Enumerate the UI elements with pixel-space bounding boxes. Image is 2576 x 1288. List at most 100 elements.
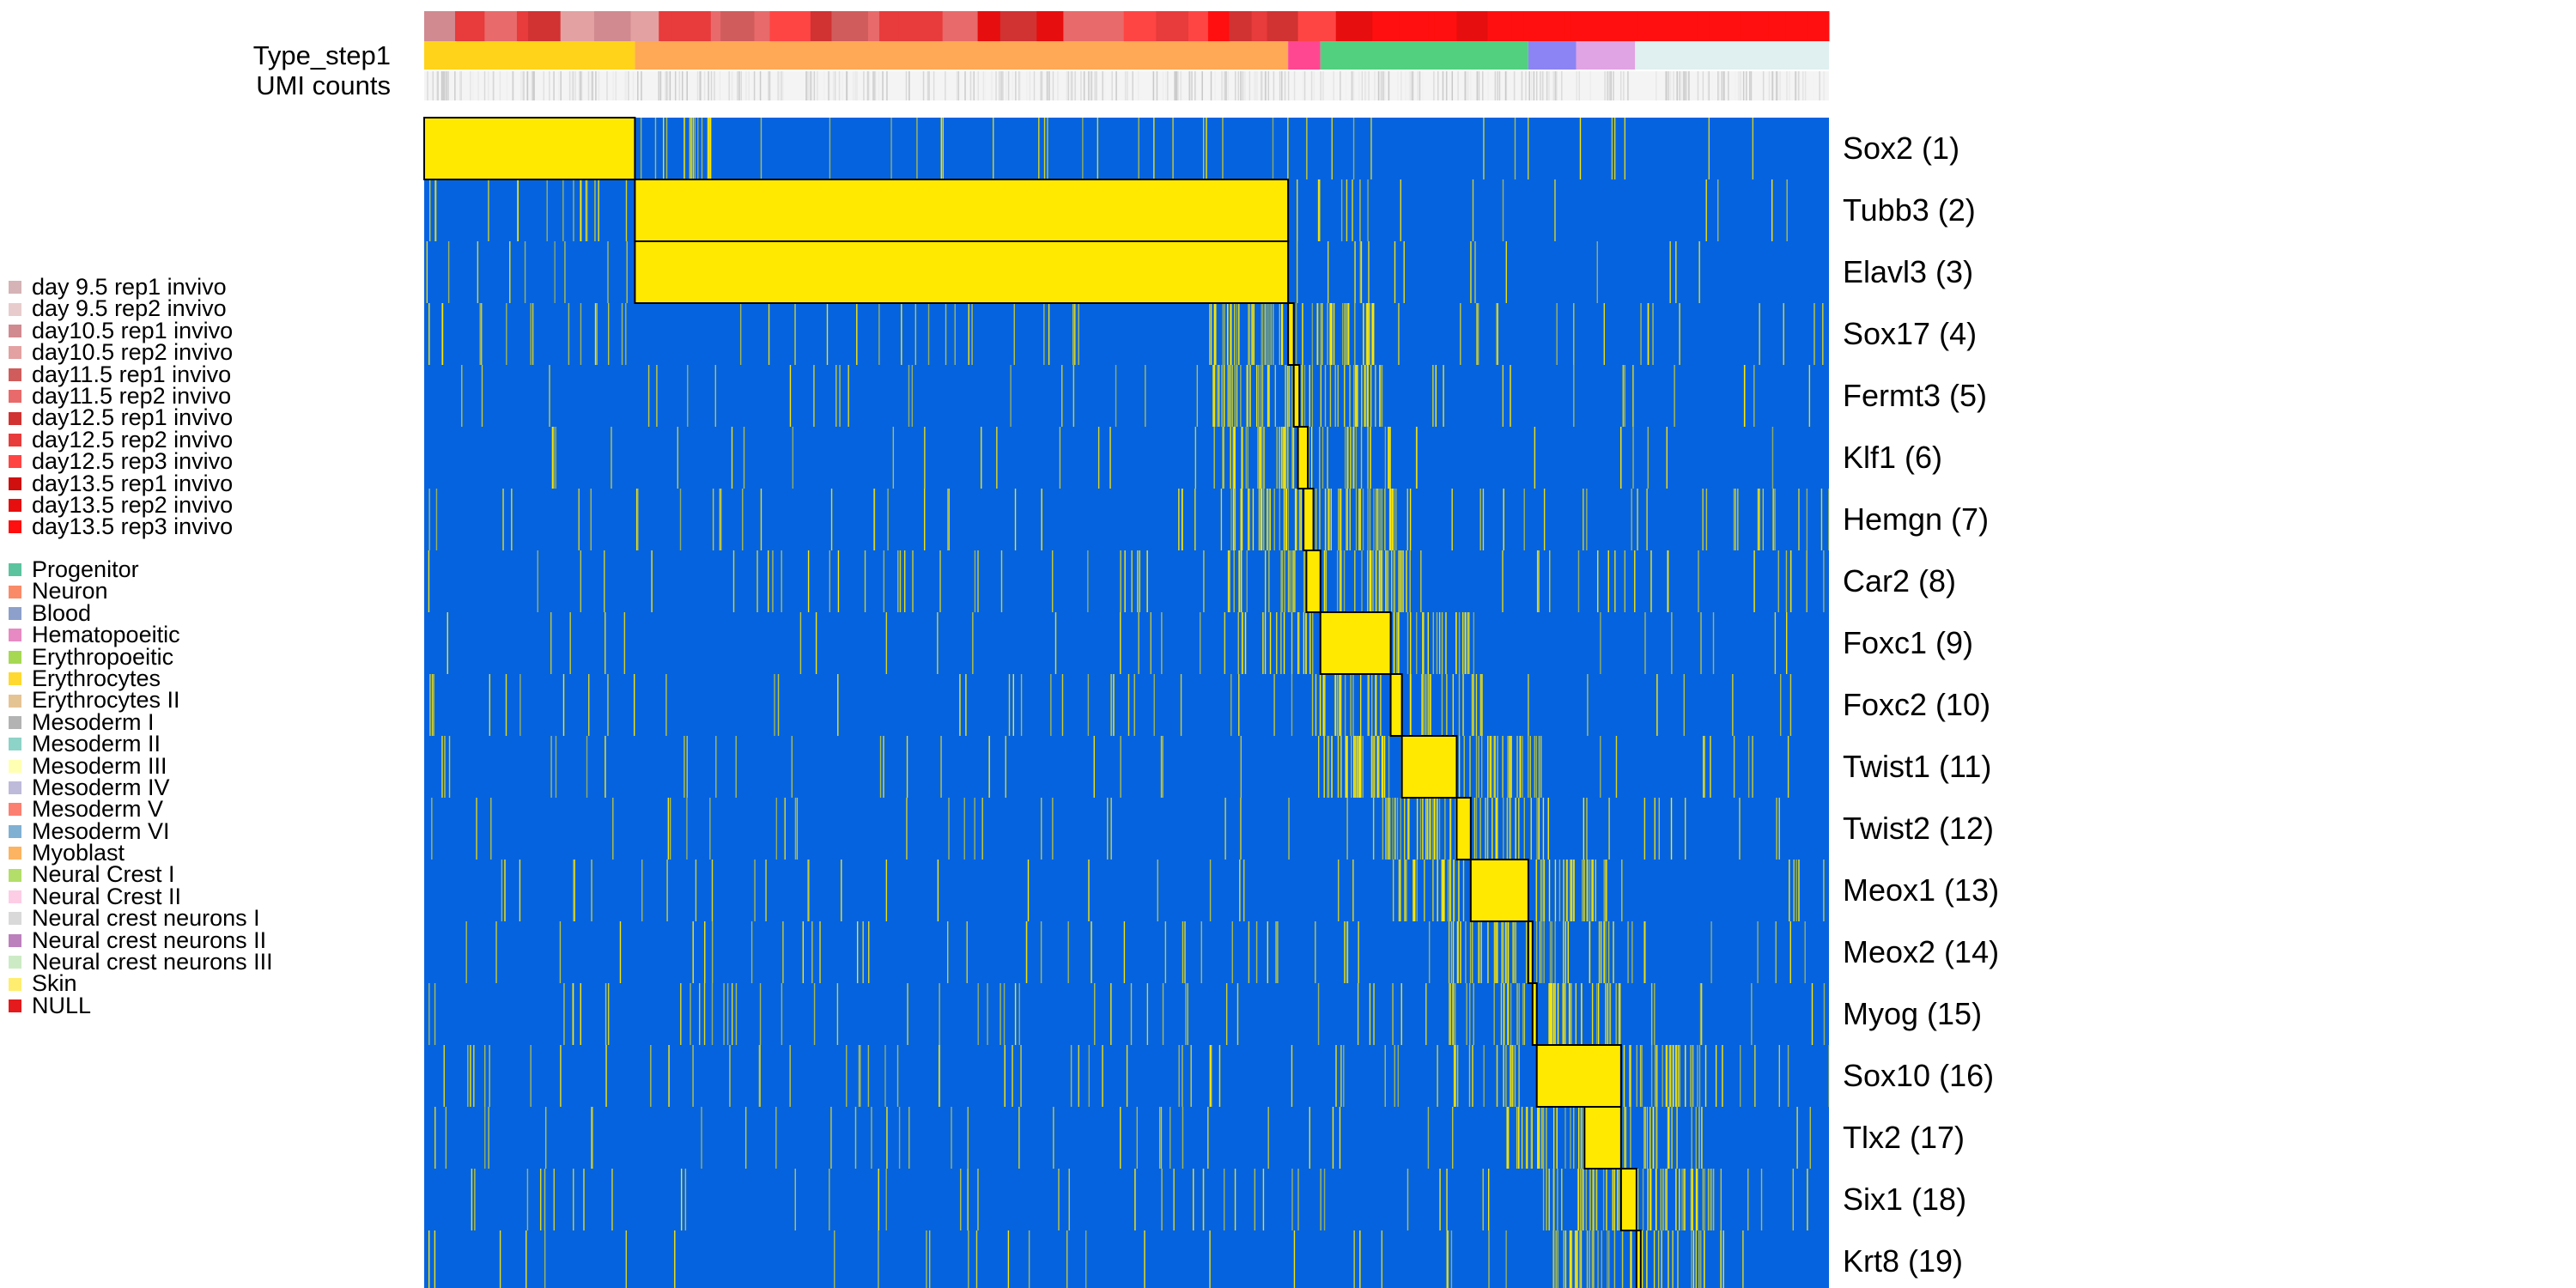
expression-stripe (1644, 921, 1646, 983)
umi-stripe (1320, 71, 1321, 100)
expression-stripe (808, 860, 810, 921)
umi-stripe (1224, 71, 1225, 100)
expression-stripe (878, 303, 880, 365)
expression-stripe (1340, 736, 1342, 798)
expression-stripe (1449, 798, 1452, 860)
expression-stripe (619, 921, 622, 983)
expression-stripe (1196, 365, 1199, 427)
expression-stripe (802, 921, 805, 983)
expression-stripe (1371, 674, 1373, 736)
expression-stripe (739, 303, 742, 365)
expression-stripe (519, 860, 521, 921)
umi-stripe (615, 71, 617, 100)
umi-counts-track-label: UMI counts (256, 70, 391, 100)
expression-stripe (1354, 550, 1356, 612)
expression-stripe (712, 489, 714, 550)
expression-stripe (1586, 798, 1588, 860)
expression-stripe (784, 798, 786, 860)
expression-stripe (1084, 1230, 1087, 1288)
legend-label: day12.5 rep1 invivo (32, 404, 234, 431)
gene-label: Foxc1 (9) (1843, 625, 1974, 660)
expression-stripe (434, 179, 437, 241)
expression-stripe (1306, 118, 1308, 179)
expression-stripe (789, 365, 792, 427)
expression-stripe (813, 983, 816, 1045)
expression-stripe (1252, 489, 1255, 550)
expression-stripe (954, 303, 956, 365)
expression-stripe (1577, 1107, 1580, 1169)
expression-stripe (1654, 798, 1656, 860)
expression-stripe (1072, 365, 1075, 427)
legend-swatch (9, 499, 21, 513)
umi-stripe (568, 71, 571, 100)
expression-stripe (1252, 303, 1254, 365)
expression-stripe (813, 365, 815, 427)
umi-stripe (1540, 71, 1541, 100)
expression-stripe (1410, 674, 1413, 736)
expression-stripe (1482, 1169, 1484, 1230)
legend-swatch (9, 715, 21, 729)
expression-stripe (1380, 550, 1382, 612)
expression-stripe (1178, 489, 1180, 550)
expression-stripe (1540, 921, 1543, 983)
expression-stripe (1787, 1045, 1789, 1107)
expression-stripe (1303, 550, 1306, 612)
expression-stripe (1113, 674, 1115, 736)
legend-swatch (9, 694, 21, 708)
expression-stripe (878, 1169, 879, 1230)
type-block (1528, 41, 1577, 70)
umi-stripe (436, 71, 439, 100)
expression-stripe (1264, 550, 1267, 612)
expression-stripe (1496, 303, 1498, 365)
umi-stripe (1400, 71, 1402, 100)
expression-stripe (1720, 1230, 1722, 1288)
umi-stripe (665, 71, 668, 100)
expression-stripe (580, 550, 582, 612)
expression-stripe (1624, 365, 1625, 427)
expression-stripe (1517, 1107, 1520, 1169)
expression-stripe (1596, 241, 1598, 303)
expression-stripe (1374, 736, 1376, 798)
umi-stripe (1665, 71, 1668, 100)
umi-stripe (703, 71, 706, 100)
expression-stripe (1611, 118, 1613, 179)
umi-stripe (1666, 71, 1668, 100)
umi-stripe (1071, 71, 1073, 100)
expression-stripe (846, 1045, 848, 1107)
expression-stripe (1324, 674, 1326, 736)
expression-stripe (1543, 489, 1546, 550)
expression-stripe (898, 1107, 901, 1169)
expression-stripe (1287, 550, 1290, 612)
umi-stripe (1683, 71, 1685, 100)
expression-stripe (1445, 612, 1447, 674)
legend-label: Mesoderm III (32, 752, 167, 779)
legend-item: Erythropoeitic (9, 645, 273, 668)
legend-swatch (9, 999, 21, 1012)
sample-legend: day 9.5 rep1 invivo day 9.5 rep2 invivo da… (9, 275, 234, 538)
expression-stripe (1232, 489, 1235, 550)
expression-stripe (1462, 860, 1465, 921)
expression-stripe (1438, 798, 1441, 860)
heatmap-row (428, 983, 1826, 1045)
expression-stripe (864, 550, 866, 612)
umi-stripe (883, 71, 885, 100)
umi-stripe (1302, 71, 1304, 100)
expression-stripe (1293, 1230, 1296, 1288)
umi-stripe (863, 71, 865, 100)
expression-stripe (760, 489, 762, 550)
expression-stripe (1507, 983, 1509, 1045)
expression-stripe (796, 798, 799, 860)
expression-stripe (1580, 1169, 1582, 1230)
expression-stripe (1285, 427, 1287, 489)
expression-stripe (1388, 798, 1390, 860)
expression-stripe (1218, 365, 1220, 427)
expression-stripe (1161, 612, 1163, 674)
expression-stripe (428, 179, 431, 241)
umi-stripe (1437, 71, 1439, 100)
expression-stripe (1334, 365, 1336, 427)
umi-stripe (1627, 71, 1629, 100)
expression-stripe (1359, 489, 1362, 550)
expression-stripe (1273, 674, 1275, 736)
legend-swatch (9, 281, 21, 295)
expression-stripe (1513, 921, 1516, 983)
